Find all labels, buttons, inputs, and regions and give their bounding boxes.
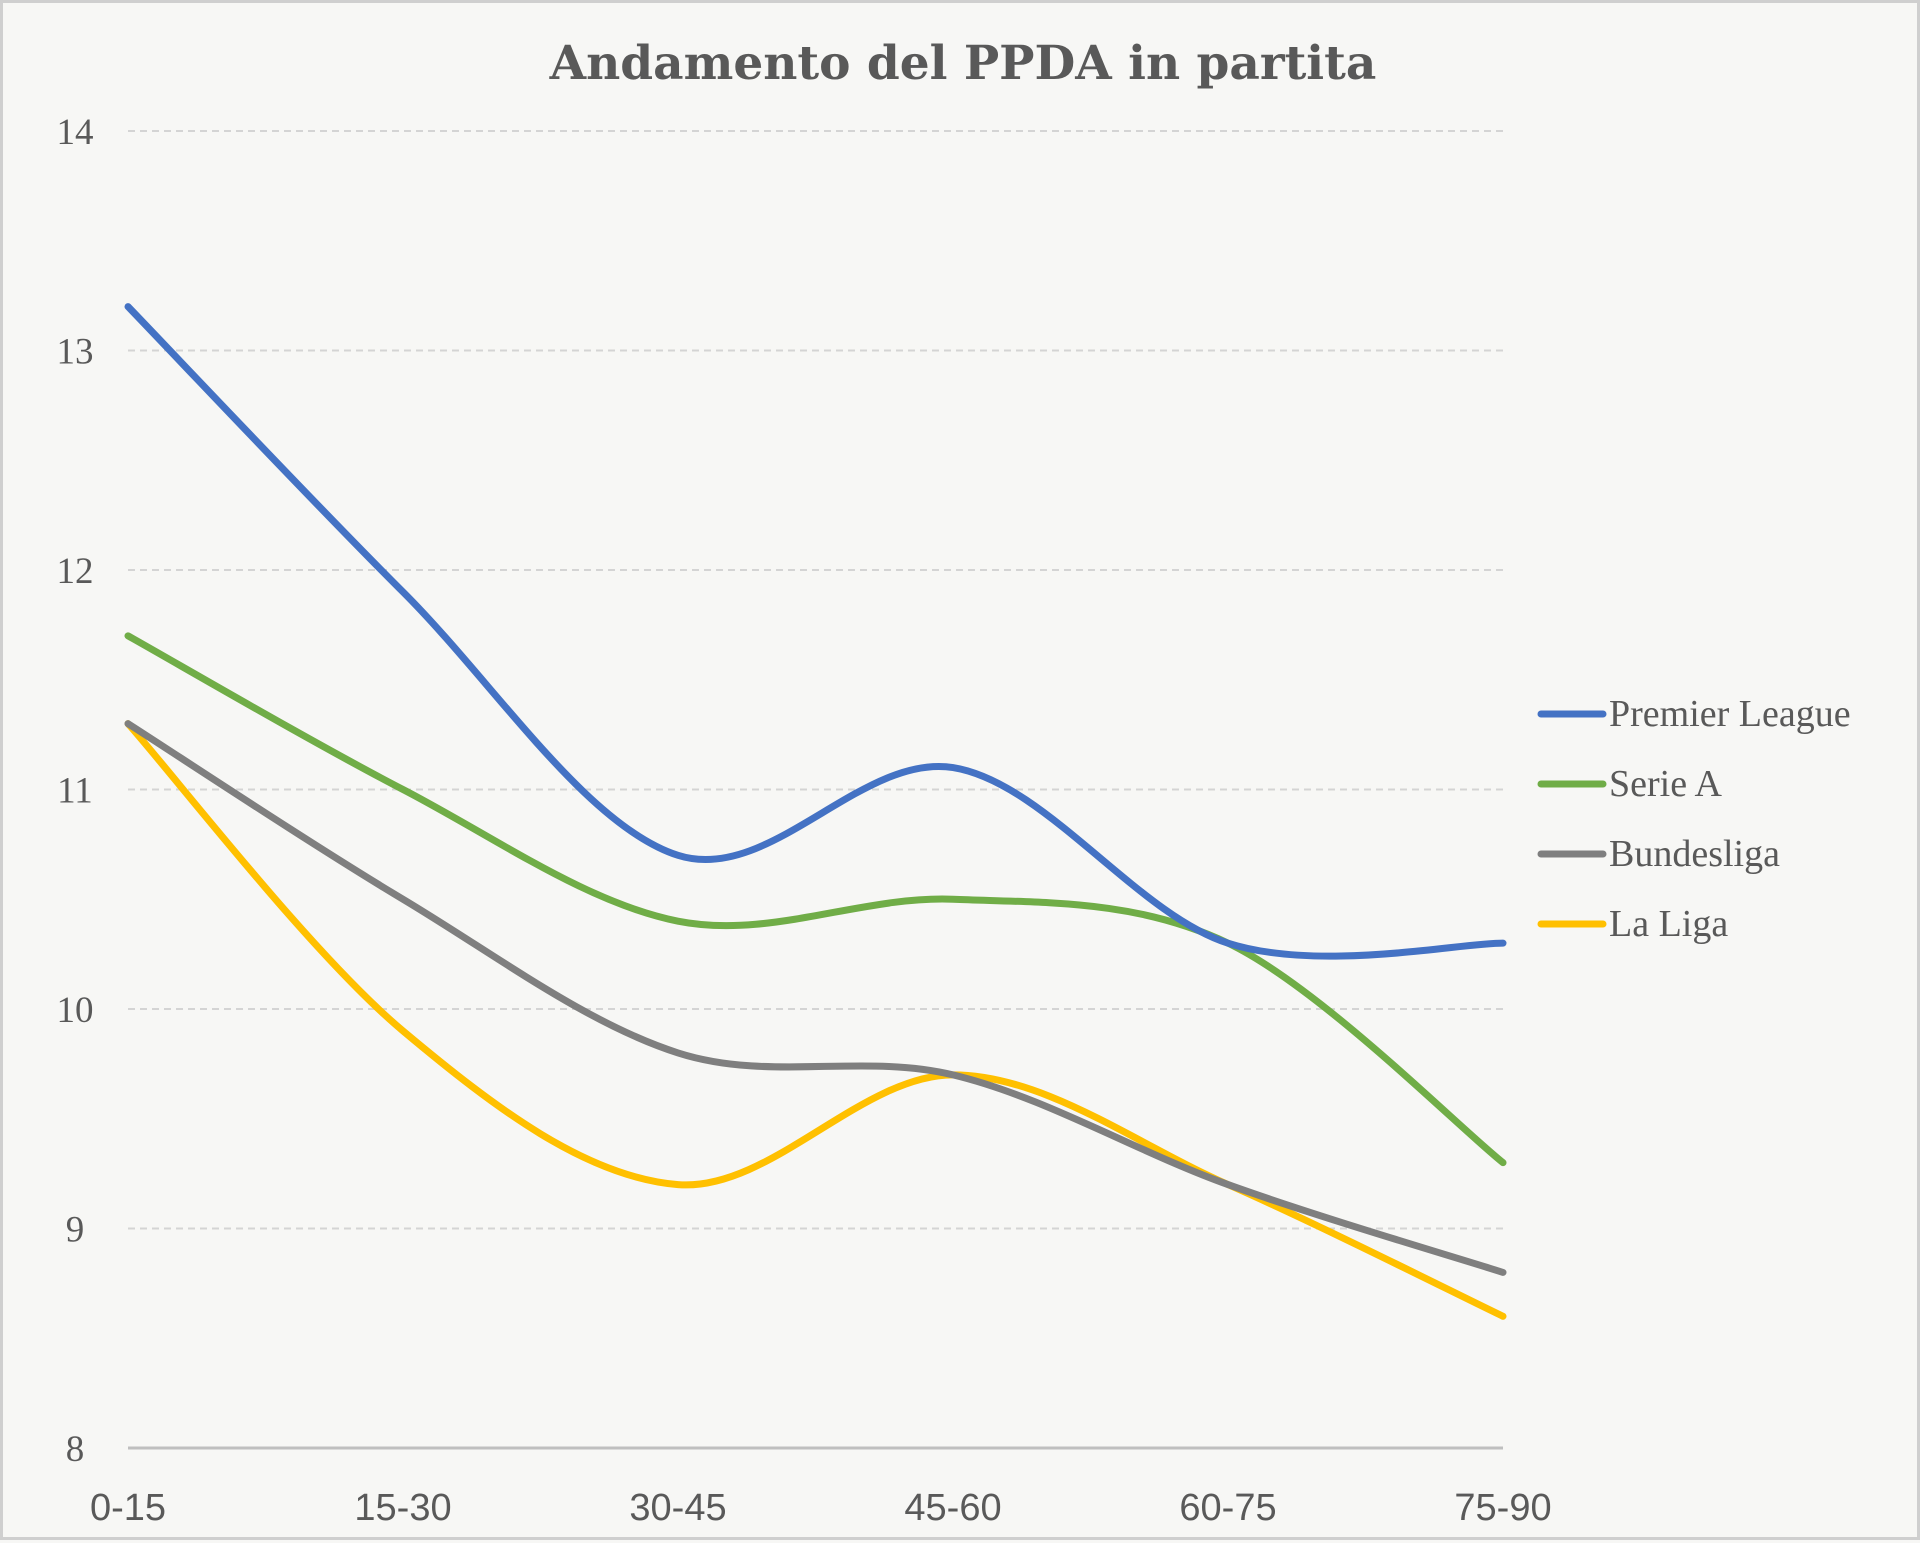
x-axis-ticks: 0-15 15-30 30-45 45-60 60-75 75-90 (90, 1487, 1552, 1529)
x-tick-label: 15-30 (354, 1487, 451, 1529)
y-tick-label: 8 (66, 1429, 85, 1470)
legend-label: La Liga (1609, 903, 1728, 945)
y-tick-label: 10 (57, 990, 94, 1031)
x-tick-label: 30-45 (629, 1487, 726, 1529)
x-tick-label: 60-75 (1179, 1487, 1276, 1529)
y-tick-label: 13 (57, 332, 94, 373)
legend-label: Serie A (1609, 763, 1722, 805)
line-chart: Andamento del PPDA in partita 8 9 10 11 12 13… (57, 36, 1851, 1529)
y-tick-label: 14 (57, 112, 94, 153)
y-axis-ticks: 8 9 10 11 12 13 14 (57, 112, 94, 1470)
chart-title: Andamento del PPDA in partita (549, 36, 1377, 91)
series-lines (124, 303, 1507, 1320)
legend-label: Bundesliga (1609, 833, 1780, 875)
legend-item-serie-a: Serie A (1537, 763, 1722, 805)
legend-item-premier-league: Premier League (1537, 693, 1851, 735)
series-line-premier-league (124, 303, 1507, 960)
legend-label: Premier League (1609, 693, 1851, 735)
x-tick-label: 45-60 (904, 1487, 1001, 1529)
legend-item-la-liga: La Liga (1537, 903, 1728, 945)
series-line-bundesliga (124, 720, 1507, 1276)
x-tick-label: 0-15 (90, 1487, 166, 1529)
legend: Premier League Serie A Bundesliga La Liga (1537, 693, 1851, 945)
y-tick-label: 9 (66, 1210, 85, 1251)
x-tick-label: 75-90 (1454, 1487, 1551, 1529)
y-tick-label: 12 (57, 551, 94, 592)
legend-item-bundesliga: Bundesliga (1537, 833, 1780, 875)
grid-lines (128, 130, 1503, 1450)
series-line-serie-a (124, 632, 1507, 1167)
series-line-la-liga (124, 720, 1507, 1320)
y-tick-label: 11 (57, 771, 93, 812)
